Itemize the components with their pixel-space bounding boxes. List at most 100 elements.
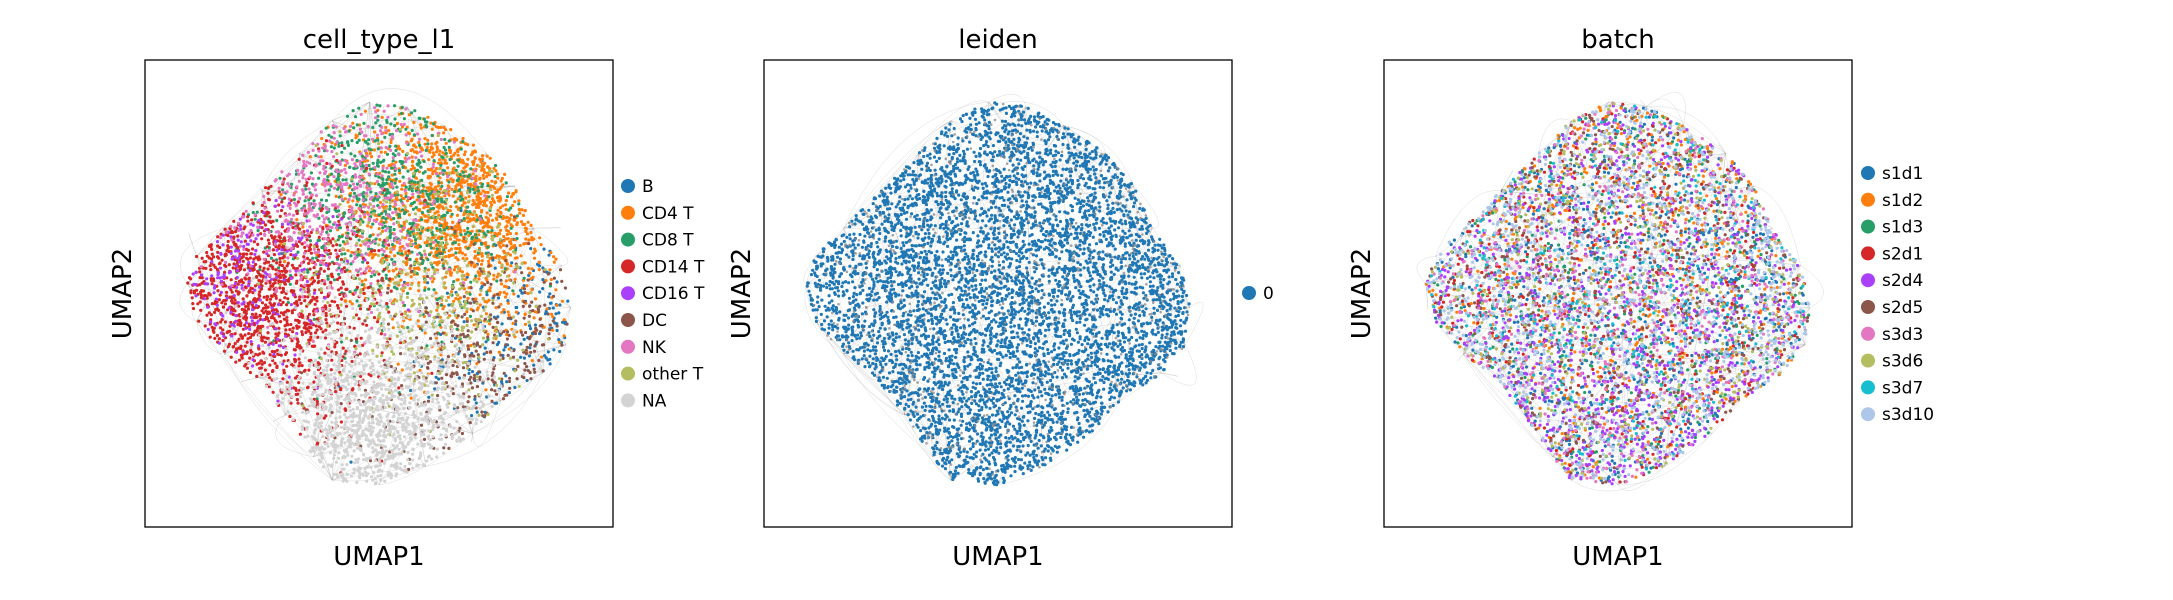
point	[301, 404, 305, 408]
point	[406, 326, 410, 330]
point	[409, 396, 413, 400]
point	[481, 414, 485, 418]
point	[309, 171, 313, 175]
point	[260, 301, 265, 305]
point	[300, 364, 304, 368]
point	[456, 197, 460, 201]
point	[474, 297, 478, 301]
point	[507, 313, 511, 317]
point	[346, 228, 350, 232]
point	[345, 161, 349, 165]
point	[484, 340, 488, 344]
point	[350, 158, 354, 162]
point	[480, 252, 484, 256]
point	[363, 139, 368, 143]
point	[256, 233, 260, 237]
point	[262, 200, 266, 205]
point	[332, 131, 336, 135]
point	[441, 245, 445, 249]
point	[522, 337, 526, 341]
point	[560, 299, 565, 303]
point	[254, 304, 258, 308]
point	[335, 262, 339, 266]
point	[335, 158, 339, 163]
point	[277, 252, 281, 256]
point	[315, 213, 320, 217]
point	[429, 228, 433, 232]
point	[523, 361, 527, 366]
point	[356, 273, 360, 277]
point	[474, 213, 478, 217]
point	[340, 297, 344, 301]
point	[478, 177, 482, 181]
point	[259, 359, 263, 363]
point	[340, 144, 344, 148]
point	[452, 137, 456, 141]
point	[341, 178, 345, 182]
point	[466, 333, 470, 338]
point	[229, 235, 233, 239]
point	[494, 316, 498, 321]
point	[401, 165, 405, 169]
point	[495, 279, 499, 283]
point	[262, 336, 266, 340]
point	[440, 217, 444, 222]
point	[236, 249, 240, 253]
point	[313, 288, 317, 292]
point	[317, 238, 321, 242]
point	[528, 324, 532, 328]
point	[260, 338, 264, 342]
point	[551, 294, 556, 298]
point	[293, 358, 298, 362]
point	[533, 249, 538, 253]
point	[384, 217, 388, 221]
point	[431, 322, 435, 326]
point	[365, 184, 369, 188]
point	[245, 252, 249, 256]
point	[230, 283, 234, 288]
point	[299, 261, 303, 265]
point	[537, 268, 541, 272]
point	[384, 125, 388, 129]
point	[320, 253, 324, 257]
point	[426, 258, 430, 262]
point	[198, 270, 202, 274]
point	[358, 307, 363, 311]
point	[281, 190, 285, 194]
point	[243, 225, 247, 229]
point	[384, 273, 388, 277]
point	[234, 230, 238, 234]
point	[478, 197, 482, 201]
point	[243, 364, 247, 368]
point	[420, 210, 424, 215]
point	[299, 278, 303, 282]
point	[254, 237, 258, 241]
point	[389, 166, 393, 170]
point	[419, 165, 423, 169]
point	[297, 179, 301, 183]
point	[348, 215, 352, 219]
point	[365, 159, 370, 163]
point	[280, 251, 284, 256]
point	[548, 357, 552, 361]
point	[365, 316, 369, 320]
point	[277, 190, 281, 194]
point	[398, 127, 402, 132]
point	[476, 192, 480, 197]
point	[371, 291, 375, 295]
point	[264, 306, 269, 310]
point	[288, 206, 292, 210]
point	[292, 266, 296, 270]
point	[329, 281, 333, 285]
point	[376, 138, 380, 142]
point	[441, 168, 445, 172]
point	[376, 158, 380, 162]
point	[468, 314, 472, 318]
point	[342, 146, 347, 150]
point	[557, 338, 561, 342]
point	[329, 145, 333, 149]
point	[349, 460, 353, 464]
point	[482, 308, 486, 312]
point	[538, 236, 542, 240]
point	[519, 342, 523, 346]
